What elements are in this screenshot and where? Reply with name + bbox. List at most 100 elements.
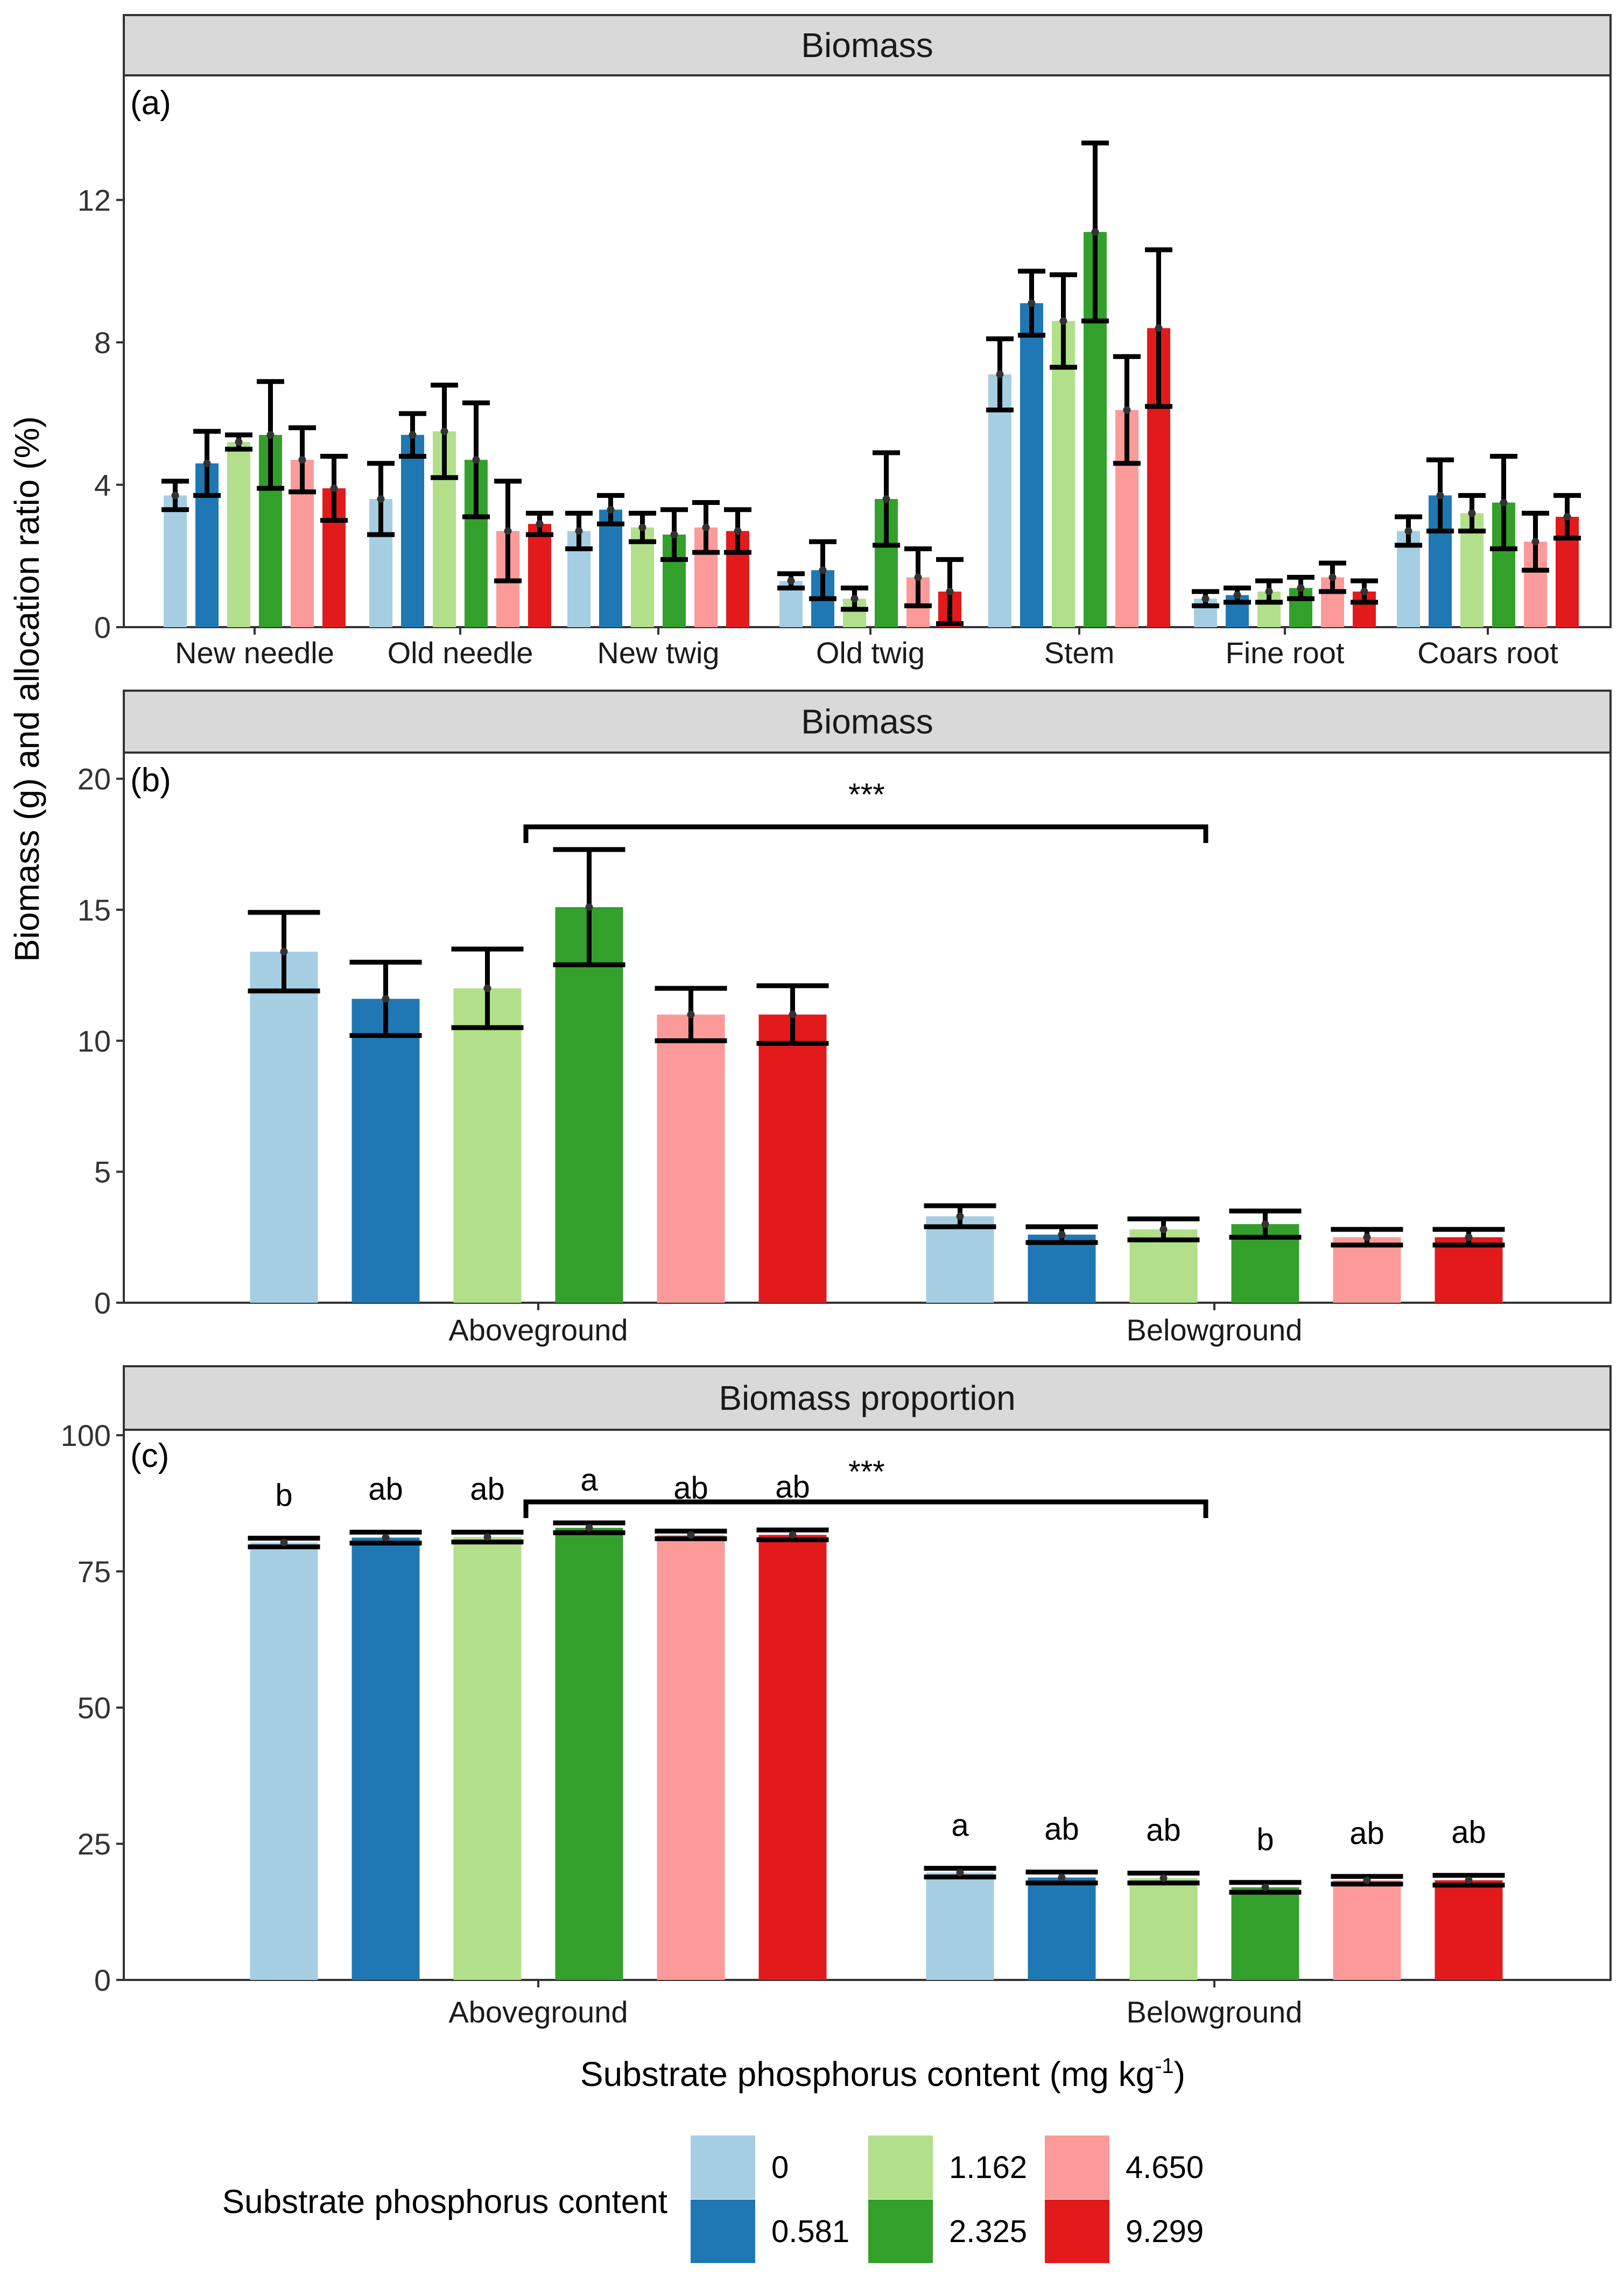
mean-point [1563,513,1571,521]
mean-point [1261,1220,1269,1228]
group-letter: b [275,1478,292,1513]
bar [164,495,187,627]
y-tick-label: 15 [78,893,111,927]
bar [1028,1877,1096,1980]
mean-point [575,527,583,535]
group-letter: ab [1044,1812,1079,1847]
x-tick-label: Belowground [1127,1995,1303,2029]
legend: Substrate phosphorus content 0 0.581 1.162… [222,2135,1204,2263]
y-tick-label: 0 [94,610,111,644]
mean-point [171,491,179,500]
mean-point [638,523,646,531]
legend-title: Substrate phosphorus content [222,2183,667,2221]
panel-tag: (b) [130,762,171,799]
group-letter: ab [470,1472,505,1507]
mean-point [382,995,390,1003]
mean-point [1531,538,1539,546]
mean-point [585,1524,593,1532]
panel-1: Biomass 0 5 10 15 20 (b) Aboveground Belowground… [78,690,1612,1347]
bar [250,951,318,1303]
mean-point [483,1533,491,1541]
legend-swatch [1045,2135,1109,2199]
mean-point [1233,591,1241,599]
y-tick-label: 100 [61,1418,111,1452]
y-tick-label: 25 [78,1827,111,1861]
panel-tag: (a) [130,85,171,122]
x-axis-title-end: ) [1174,2055,1185,2094]
mean-point [787,577,795,585]
mean-point [536,520,544,528]
y-tick-label: 5 [94,1155,111,1189]
bar [555,907,623,1303]
bar [926,1872,994,1980]
y-tick-label: 50 [78,1691,111,1725]
mean-point [483,985,491,992]
plot-area [123,74,1612,628]
mean-point [1328,573,1337,581]
mean-point [440,427,448,435]
bar [227,442,250,627]
legend-label: 1.162 [949,2150,1027,2185]
y-tick-label: 4 [94,468,111,502]
group-letter: a [580,1463,598,1498]
facet-strip-title: Biomass [801,703,933,741]
bar [926,1216,994,1303]
mean-point [409,431,417,439]
bar [1052,321,1075,627]
mean-point [1059,317,1067,325]
legend-label: 0 [771,2150,789,2185]
mean-point [585,903,593,911]
group-letter: ab [1146,1813,1181,1848]
mean-point [1028,299,1036,307]
legend-swatch [868,2135,933,2199]
mean-point [1159,1874,1168,1882]
bar [1435,1237,1503,1303]
y-tick-label: 12 [78,183,111,217]
bar [599,509,622,627]
x-tick-label: Aboveground [448,1995,628,2029]
legend-label: 9.299 [1126,2214,1204,2249]
mean-point [1261,1883,1269,1891]
mean-point [266,431,275,439]
facet-strip-title: Biomass [801,26,933,65]
x-tick-label: Stem [1044,636,1115,670]
bar [1020,303,1043,627]
group-letter: ab [368,1472,403,1507]
legend-swatch [868,2200,933,2263]
mean-point [1465,1233,1473,1241]
x-tick-label: New twig [597,636,719,670]
bar [657,1535,725,1980]
mean-point [956,1868,964,1877]
panel-tag: (c) [130,1437,169,1474]
bar [657,1014,725,1303]
y-tick-label: 20 [78,762,111,796]
mean-point [789,1531,797,1539]
mean-point [996,370,1004,378]
mean-point [607,505,615,514]
bar [1028,1234,1096,1303]
x-axis-title: Substrate phosphorus content (mg kg-1) [580,2054,1185,2094]
legend-label: 0.581 [771,2214,849,2249]
x-tick-label: Coars root [1417,636,1558,670]
group-letter: a [951,1808,969,1843]
bar [453,1537,522,1980]
legend-swatch [1045,2200,1109,2263]
mean-point [235,438,243,446]
mean-point [1363,1876,1371,1884]
panel-0: Biomass 0 4 8 12 (a) New needle Old needle New t… [78,14,1612,670]
bar [758,1535,827,1980]
x-tick-label: Old twig [816,636,925,670]
bar [401,434,424,627]
mean-point [1360,587,1368,595]
bar [758,1014,827,1303]
mean-point [734,527,742,535]
significance-label: *** [848,1455,885,1490]
mean-point [702,523,710,531]
legend-label: 4.650 [1126,2150,1204,2185]
panel-2: Biomass proportion 0 25 50 75 100 (c) Abovegrou… [61,1365,1612,2029]
significance-label: *** [848,777,885,812]
y-tick-label: 0 [94,1286,111,1320]
mean-point [687,1010,695,1018]
mean-point [1155,324,1163,332]
